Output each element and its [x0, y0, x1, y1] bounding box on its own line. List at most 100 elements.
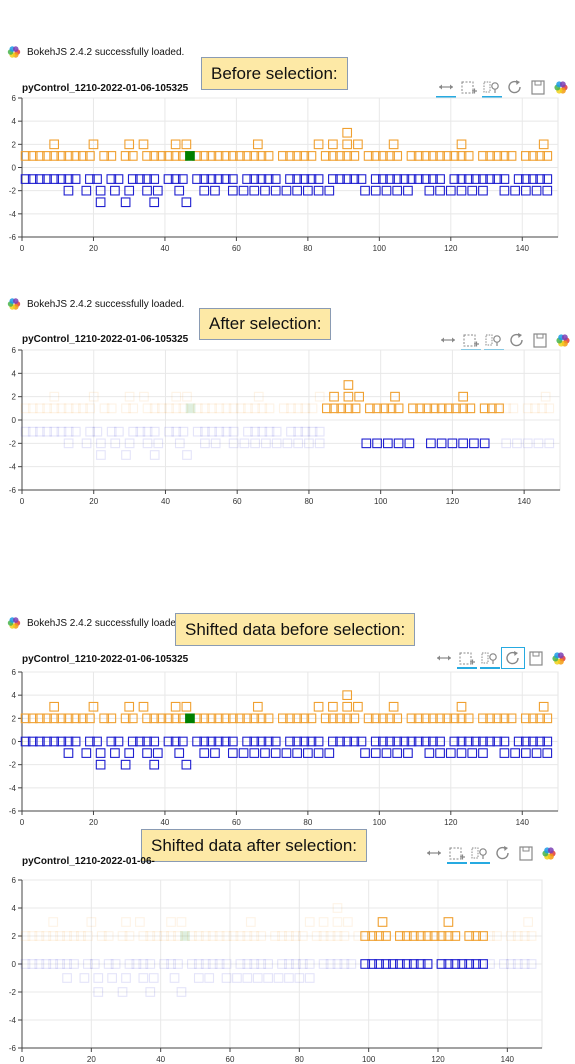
save-icon [533, 333, 547, 348]
data-point-blue [110, 959, 121, 969]
data-point-orange [256, 931, 267, 941]
box-select-tool[interactable] [458, 77, 480, 97]
x-tick-label: 20 [89, 244, 98, 252]
reset-tool[interactable] [501, 647, 525, 669]
data-point-orange [62, 931, 72, 941]
x-tick-label: 140 [501, 1055, 515, 1064]
data-point-blue [469, 438, 479, 449]
data-point-orange [249, 713, 260, 724]
data-point-blue [303, 748, 313, 758]
box-select-tool[interactable] [456, 648, 478, 669]
box-zoom-tool[interactable] [481, 77, 503, 98]
box-zoom-tool[interactable] [479, 648, 501, 669]
y-tick-label: 6 [12, 94, 17, 103]
chart-plot[interactable]: 0 20 40 60 80 100 120 140 -6 -4 -2 0 2 4 6 [0, 344, 575, 506]
data-point-orange [365, 403, 375, 414]
data-point-blue [313, 174, 324, 184]
pan-tool[interactable] [433, 648, 455, 668]
data-point-blue [471, 959, 481, 969]
chart-plot[interactable]: 0 20 40 60 80 100 120 140 -6 -4 -2 0 2 4 6 [0, 92, 575, 252]
plot-toolbar [434, 77, 572, 98]
data-point-orange [206, 151, 217, 161]
data-point-blue [270, 174, 281, 184]
data-point-blue [49, 426, 60, 437]
box-zoom-tool[interactable] [469, 843, 491, 864]
data-point-orange [121, 403, 131, 414]
data-point-orange [420, 713, 431, 724]
bokeh-logo-icon [554, 81, 568, 94]
data-point-orange [463, 713, 474, 724]
data-point-blue [235, 959, 246, 969]
panel-shifted-before-selection: BokehJS 2.4.2 successfully loaded. Shift… [0, 610, 575, 830]
data-point-blue [270, 748, 281, 758]
data-point-orange [354, 391, 364, 402]
data-point-blue [356, 736, 367, 747]
data-point-blue [20, 959, 31, 969]
data-point-blue [138, 973, 149, 983]
save-tool[interactable] [527, 77, 549, 97]
data-point-orange [156, 713, 167, 724]
data-point-blue [370, 185, 381, 196]
data-point-orange [41, 931, 52, 941]
bokeh-logo-tool[interactable] [538, 843, 560, 863]
data-point-orange [56, 403, 67, 414]
box-zoom-icon [485, 334, 501, 346]
data-point-blue [193, 973, 204, 983]
data-point-orange [70, 403, 81, 414]
data-point-blue [106, 426, 117, 437]
y-tick-label: -6 [9, 1044, 17, 1053]
bokeh-logo-tool[interactable] [548, 648, 570, 668]
data-point-orange [436, 931, 447, 941]
data-point-orange [70, 151, 81, 161]
data-point-blue [127, 174, 138, 184]
pan-tool[interactable] [423, 843, 445, 863]
data-point-orange [235, 713, 245, 724]
data-point-blue [422, 959, 433, 969]
chart-plot[interactable]: 0 20 40 60 80 100 120 140 -6 -4 -2 0 2 4 6 [0, 666, 575, 828]
data-point-orange [363, 151, 374, 161]
data-point-orange [297, 931, 308, 941]
data-point-blue [342, 174, 353, 184]
data-point-blue [292, 174, 302, 184]
data-point-orange [528, 151, 538, 161]
data-point-blue [49, 736, 60, 747]
box-select-tool[interactable] [446, 843, 468, 864]
data-point-orange [199, 713, 210, 724]
data-point-orange [256, 713, 267, 724]
data-point-orange [381, 931, 391, 941]
data-point-orange [450, 931, 461, 941]
bokeh-logo-tool[interactable] [550, 77, 572, 97]
save-tool[interactable] [515, 843, 537, 863]
bokeh-logo-icon [542, 847, 556, 860]
data-point-orange [449, 151, 460, 161]
data-point-blue [528, 736, 538, 747]
data-point-orange [49, 139, 60, 150]
reset-tool[interactable] [504, 77, 526, 97]
chart-plot[interactable]: 0 20 40 60 80 100 120 140 -6 -4 -2 0 2 4 6 [0, 874, 575, 1064]
data-point-blue [335, 174, 345, 184]
x-tick-label: 40 [156, 1055, 165, 1064]
save-tool[interactable] [529, 330, 551, 350]
reset-tool[interactable] [492, 843, 514, 863]
plot-title: pyControl_1210-2022-01-06- [22, 856, 155, 867]
reset-tool[interactable] [506, 330, 528, 350]
data-point-orange [420, 151, 431, 161]
data-point-orange [349, 151, 360, 161]
data-point-blue [70, 426, 81, 437]
data-point-blue [324, 748, 335, 758]
data-point-blue [291, 959, 301, 969]
data-point-blue [96, 450, 106, 460]
data-point-blue [149, 197, 160, 208]
data-point-blue [413, 736, 424, 747]
data-point-blue [399, 174, 410, 184]
data-point-orange [159, 931, 169, 941]
data-point-blue [181, 759, 192, 770]
data-point-orange [235, 403, 246, 414]
pan-tool[interactable] [437, 330, 459, 350]
bokeh-logo-tool[interactable] [552, 330, 574, 350]
save-tool[interactable] [525, 648, 547, 668]
save-icon [529, 651, 543, 666]
data-point-orange [386, 403, 397, 414]
pan-tool[interactable] [435, 77, 457, 98]
data-point-blue [227, 748, 238, 758]
